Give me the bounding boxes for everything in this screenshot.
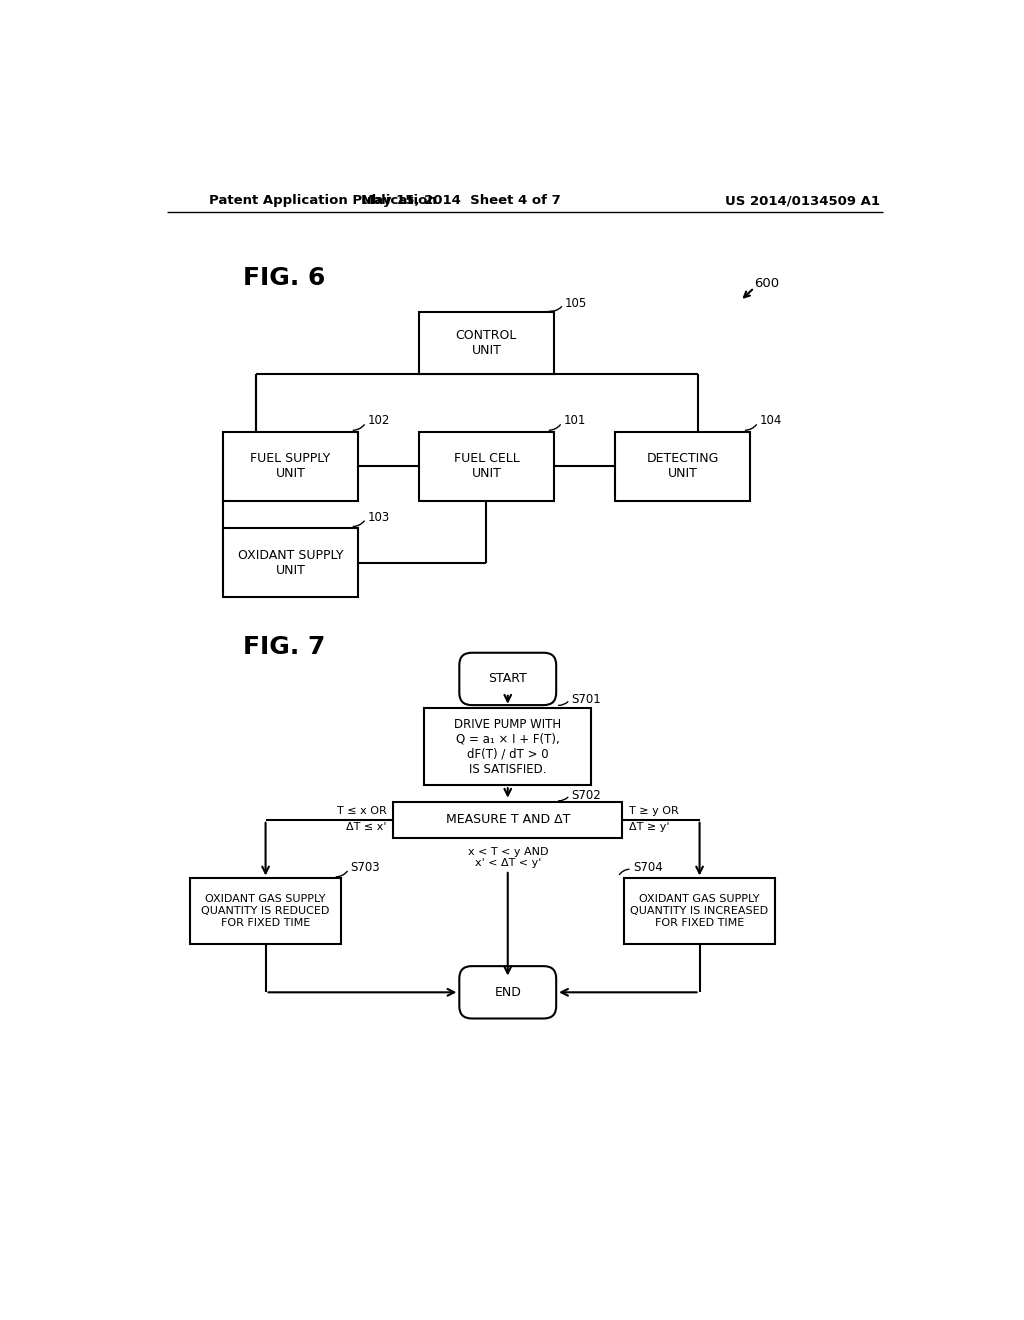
Bar [419, 432, 554, 502]
Text: May 15, 2014  Sheet 4 of 7: May 15, 2014 Sheet 4 of 7 [361, 194, 561, 207]
Text: MEASURE T AND ΔT: MEASURE T AND ΔT [445, 813, 570, 826]
Text: DRIVE PUMP WITH
Q = a₁ × I + F(T),
dF(T) / dT > 0
IS SATISFIED.: DRIVE PUMP WITH Q = a₁ × I + F(T), dF(T)… [455, 718, 561, 776]
Text: END: END [495, 986, 521, 999]
Bar [393, 803, 623, 838]
Text: S702: S702 [571, 788, 601, 801]
Text: x < T < y AND: x < T < y AND [468, 847, 548, 857]
Text: ΔT ≥ y': ΔT ≥ y' [629, 822, 669, 832]
Bar [222, 528, 358, 597]
Text: 103: 103 [368, 511, 390, 524]
Text: START: START [488, 672, 527, 685]
Text: S701: S701 [571, 693, 601, 706]
FancyBboxPatch shape [460, 653, 556, 705]
Text: US 2014/0134509 A1: US 2014/0134509 A1 [725, 194, 880, 207]
Text: S703: S703 [350, 861, 380, 874]
Text: 101: 101 [563, 414, 586, 428]
Bar [222, 432, 358, 502]
Text: Patent Application Publication: Patent Application Publication [209, 194, 437, 207]
Text: OXIDANT SUPPLY
UNIT: OXIDANT SUPPLY UNIT [238, 549, 343, 577]
Bar [424, 708, 592, 785]
Text: 105: 105 [565, 297, 588, 310]
Text: FUEL CELL
UNIT: FUEL CELL UNIT [454, 453, 519, 480]
Text: CONTROL
UNIT: CONTROL UNIT [456, 329, 517, 358]
Bar [614, 432, 751, 502]
FancyBboxPatch shape [460, 966, 556, 1019]
Text: 104: 104 [760, 414, 782, 428]
Bar [190, 878, 341, 944]
Text: 102: 102 [368, 414, 390, 428]
Bar [624, 878, 775, 944]
Text: OXIDANT GAS SUPPLY
QUANTITY IS INCREASED
FOR FIXED TIME: OXIDANT GAS SUPPLY QUANTITY IS INCREASED… [631, 895, 769, 928]
Text: T ≤ x OR: T ≤ x OR [337, 807, 387, 816]
Text: 600: 600 [755, 277, 779, 290]
Bar [419, 313, 554, 374]
Text: DETECTING
UNIT: DETECTING UNIT [646, 453, 719, 480]
Text: T ≥ y OR: T ≥ y OR [629, 807, 679, 816]
Text: OXIDANT GAS SUPPLY
QUANTITY IS REDUCED
FOR FIXED TIME: OXIDANT GAS SUPPLY QUANTITY IS REDUCED F… [202, 895, 330, 928]
Text: FUEL SUPPLY
UNIT: FUEL SUPPLY UNIT [250, 453, 331, 480]
Text: ΔT ≤ x': ΔT ≤ x' [346, 822, 387, 832]
Text: FIG. 7: FIG. 7 [243, 635, 325, 660]
Text: S704: S704 [633, 861, 664, 874]
Text: x' < ΔT < y': x' < ΔT < y' [474, 858, 541, 867]
Text: FIG. 6: FIG. 6 [243, 265, 325, 290]
